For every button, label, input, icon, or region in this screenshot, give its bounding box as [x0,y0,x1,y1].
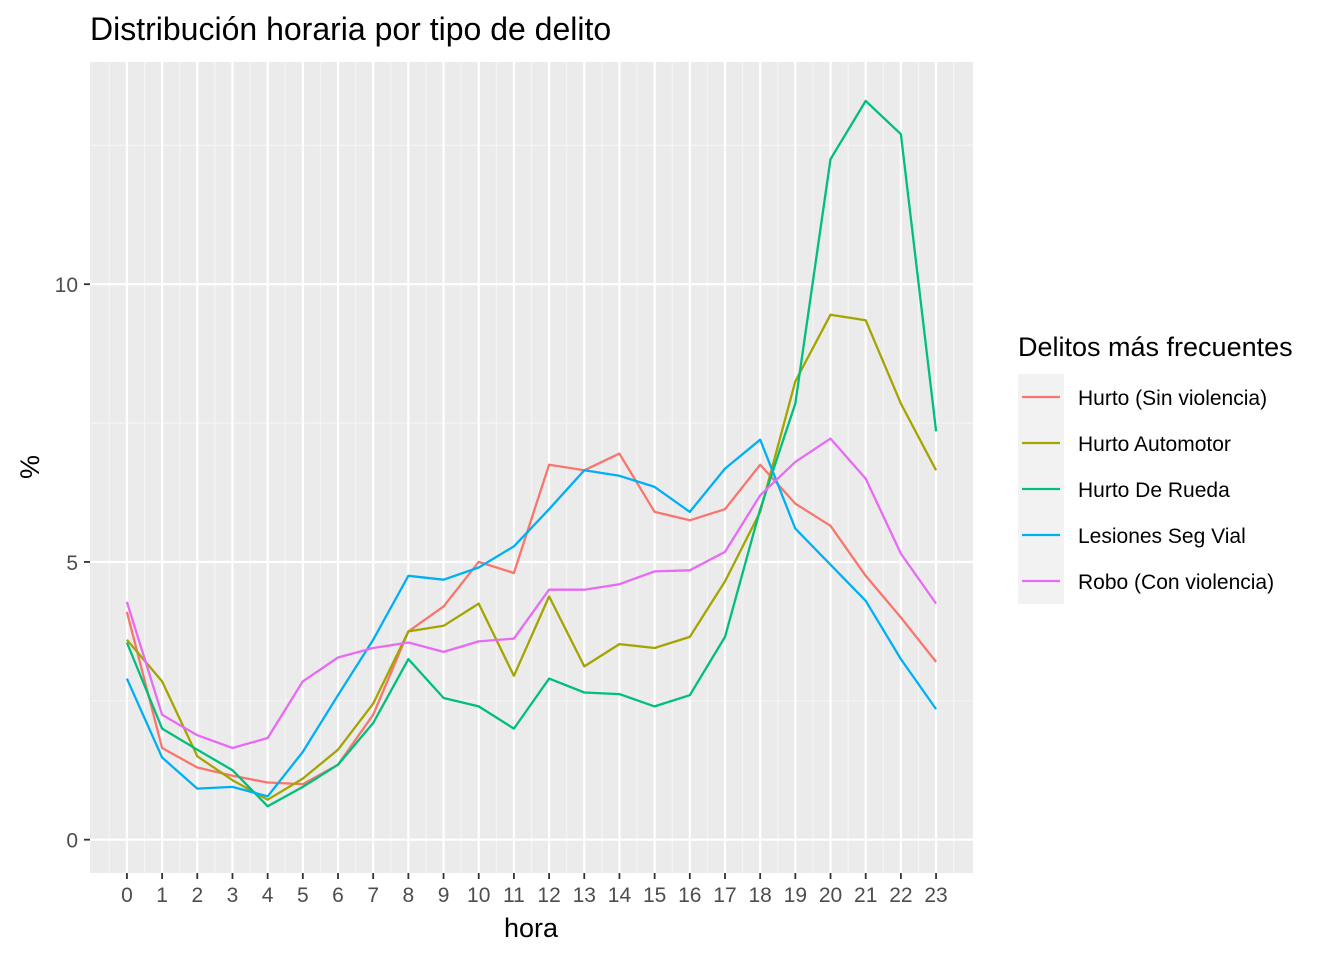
x-tick-label: 7 [367,884,379,907]
x-tick-label: 18 [748,884,771,907]
x-tick-label: 14 [608,884,632,907]
series-line [125,99,938,808]
chart-title: Distribución horaria por tipo de delito [90,11,611,47]
legend: Delitos más frecuentes Hurto (Sin violen… [1018,332,1293,604]
x-tick-label: 10 [467,884,490,907]
y-axis: 0 5 10 [55,274,90,853]
series-line [125,438,938,798]
x-tick-label: 23 [924,884,947,907]
x-tick-label: 8 [403,884,415,907]
y-tick-label: 10 [55,274,78,297]
x-tick-label: 9 [438,884,450,907]
x-tick-label: 1 [156,884,168,907]
legend-label: Hurto (Sin violencia) [1078,387,1267,410]
x-tick-label: 22 [889,884,912,907]
series-line [125,437,938,750]
x-tick-label: 2 [191,884,203,907]
legend-title: Delitos más frecuentes [1018,332,1293,362]
x-tick-label: 4 [262,884,274,907]
legend-label: Hurto De Rueda [1078,479,1230,502]
x-tick-label: 21 [854,884,877,907]
series-lines [125,99,938,808]
x-tick-label: 6 [332,884,344,907]
x-tick-label: 11 [503,884,525,907]
legend-label: Hurto Automotor [1078,433,1231,456]
legend-items: Hurto (Sin violencia) Hurto Automotor Hurt… [1018,374,1274,604]
legend-label: Robo (Con violencia) [1078,571,1274,594]
y-tick-label: 5 [66,552,78,575]
x-tick-label: 12 [537,884,560,907]
x-tick-label: 15 [643,884,666,907]
x-tick-label: 0 [121,884,133,907]
x-tick-label: 19 [784,884,807,907]
series-line [125,452,938,786]
x-tick-label: 16 [678,884,701,907]
x-tick-label: 3 [227,884,239,907]
x-tick-label: 13 [573,884,596,907]
major-gridlines [90,62,973,873]
y-axis-title: % [15,455,45,479]
minor-gridlines [90,62,973,873]
x-tick-label: 5 [297,884,309,907]
x-tick-label: 20 [819,884,842,907]
y-tick-label: 0 [66,830,78,853]
x-axis-title: hora [504,913,559,943]
legend-label: Lesiones Seg Vial [1078,525,1246,548]
x-axis: 0 1 2 3 4 5 6 7 8 9 10 11 12 13 14 15 16 17 18 19 20 21 22 23 [121,873,948,907]
x-tick-label: 17 [713,884,736,907]
